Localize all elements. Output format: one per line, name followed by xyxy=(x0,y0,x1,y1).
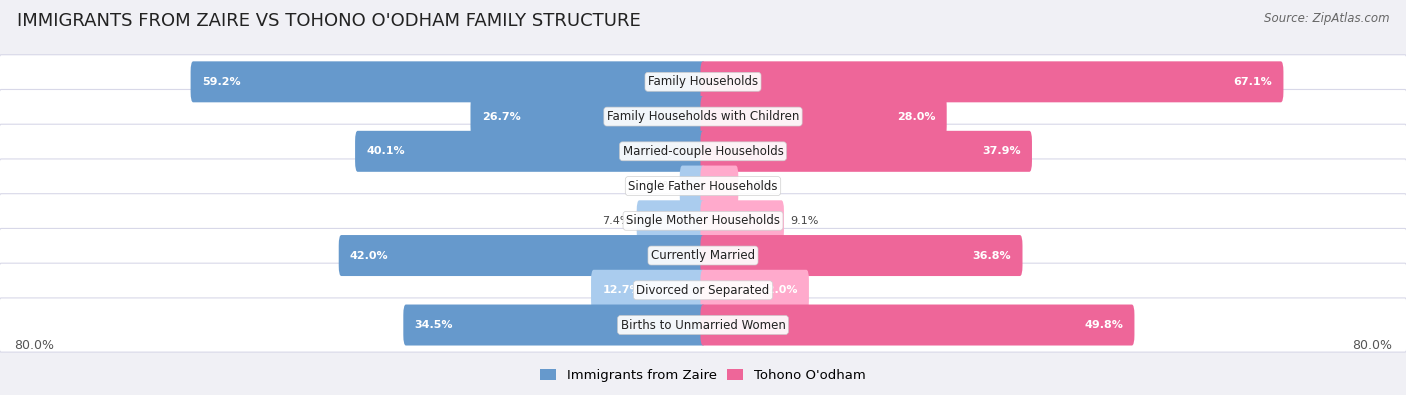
FancyBboxPatch shape xyxy=(700,235,1022,276)
FancyBboxPatch shape xyxy=(700,96,946,137)
Text: 9.1%: 9.1% xyxy=(790,216,818,226)
Text: 28.0%: 28.0% xyxy=(897,111,935,122)
Text: Single Mother Households: Single Mother Households xyxy=(626,214,780,227)
Text: 26.7%: 26.7% xyxy=(482,111,520,122)
Text: Married-couple Households: Married-couple Households xyxy=(623,145,783,158)
FancyBboxPatch shape xyxy=(0,90,1406,144)
FancyBboxPatch shape xyxy=(591,270,706,311)
FancyBboxPatch shape xyxy=(700,305,1135,346)
Text: 12.0%: 12.0% xyxy=(759,285,797,295)
Text: 40.1%: 40.1% xyxy=(367,146,405,156)
Text: 49.8%: 49.8% xyxy=(1084,320,1123,330)
FancyBboxPatch shape xyxy=(404,305,706,346)
FancyBboxPatch shape xyxy=(0,194,1406,248)
FancyBboxPatch shape xyxy=(339,235,706,276)
FancyBboxPatch shape xyxy=(679,166,706,207)
FancyBboxPatch shape xyxy=(0,298,1406,352)
Text: 59.2%: 59.2% xyxy=(202,77,240,87)
Text: Divorced or Separated: Divorced or Separated xyxy=(637,284,769,297)
Text: 37.9%: 37.9% xyxy=(983,146,1021,156)
FancyBboxPatch shape xyxy=(700,166,738,207)
Text: 34.5%: 34.5% xyxy=(415,320,453,330)
Text: Source: ZipAtlas.com: Source: ZipAtlas.com xyxy=(1264,12,1389,25)
Text: 80.0%: 80.0% xyxy=(14,339,53,352)
Text: Family Households with Children: Family Households with Children xyxy=(607,110,799,123)
FancyBboxPatch shape xyxy=(700,200,785,241)
Text: Births to Unmarried Women: Births to Unmarried Women xyxy=(620,318,786,331)
FancyBboxPatch shape xyxy=(471,96,706,137)
FancyBboxPatch shape xyxy=(0,55,1406,109)
Text: IMMIGRANTS FROM ZAIRE VS TOHONO O'ODHAM FAMILY STRUCTURE: IMMIGRANTS FROM ZAIRE VS TOHONO O'ODHAM … xyxy=(17,12,641,30)
Text: 12.7%: 12.7% xyxy=(602,285,641,295)
Text: 80.0%: 80.0% xyxy=(1353,339,1392,352)
FancyBboxPatch shape xyxy=(356,131,706,172)
FancyBboxPatch shape xyxy=(700,131,1032,172)
Text: Family Households: Family Households xyxy=(648,75,758,88)
Text: 2.4%: 2.4% xyxy=(645,181,673,191)
Text: Single Father Households: Single Father Households xyxy=(628,180,778,192)
FancyBboxPatch shape xyxy=(637,200,706,241)
Text: 42.0%: 42.0% xyxy=(350,250,388,261)
FancyBboxPatch shape xyxy=(700,270,808,311)
FancyBboxPatch shape xyxy=(700,61,1284,102)
FancyBboxPatch shape xyxy=(0,228,1406,283)
FancyBboxPatch shape xyxy=(0,263,1406,317)
Text: 67.1%: 67.1% xyxy=(1233,77,1272,87)
FancyBboxPatch shape xyxy=(191,61,706,102)
Text: 3.8%: 3.8% xyxy=(744,181,773,191)
Text: 7.4%: 7.4% xyxy=(602,216,631,226)
FancyBboxPatch shape xyxy=(0,159,1406,213)
FancyBboxPatch shape xyxy=(0,124,1406,179)
Legend: Immigrants from Zaire, Tohono O'odham: Immigrants from Zaire, Tohono O'odham xyxy=(536,363,870,387)
Text: 36.8%: 36.8% xyxy=(973,250,1011,261)
Text: Currently Married: Currently Married xyxy=(651,249,755,262)
